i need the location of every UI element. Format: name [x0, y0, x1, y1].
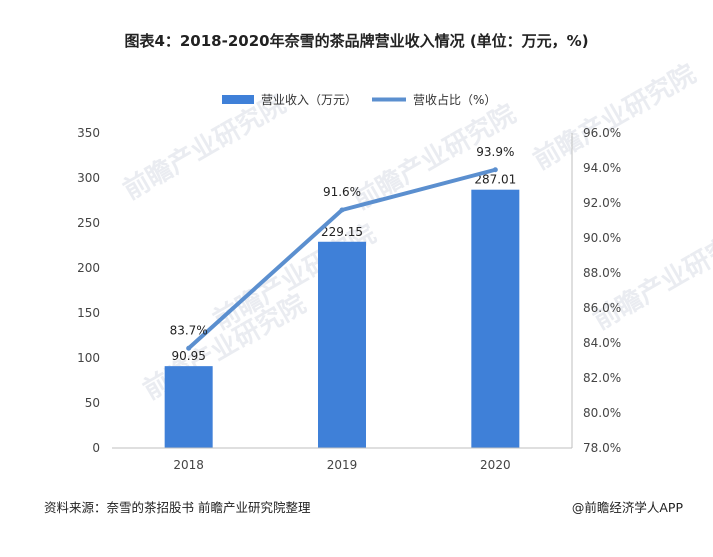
bar-2019 [318, 241, 366, 448]
bar-2018 [164, 366, 213, 448]
legend-label-line: 营收占比（%） [413, 92, 496, 107]
bar-value-label: 90.95 [171, 349, 205, 363]
right-tick-label: 84.0% [583, 336, 621, 350]
right-tick-label: 88.0% [583, 266, 621, 280]
right-tick-label: 90.0% [583, 231, 621, 245]
bar-value-label: 229.15 [321, 225, 363, 239]
left-tick-label: 250 [77, 216, 100, 230]
left-tick-label: 50 [85, 396, 100, 410]
chart-title: 图表4：2018-2020年奈雪的茶品牌营业收入情况 (单位：万元，%) [124, 32, 589, 50]
brand-note: @前瞻经济学人APP [571, 500, 683, 515]
right-tick-label: 80.0% [583, 406, 621, 420]
line-value-label: 83.7% [170, 323, 208, 337]
line-value-label: 93.9% [476, 145, 514, 159]
left-tick-label: 150 [77, 306, 100, 320]
line-value-label: 91.6% [323, 185, 361, 199]
legend-label-bar: 营业收入（万元） [261, 93, 357, 107]
left-tick-label: 350 [77, 126, 100, 140]
x-tick-label: 2018 [173, 458, 204, 472]
right-tick-label: 78.0% [583, 441, 621, 455]
watermark-2: 前瞻产业研究院 [528, 58, 701, 176]
right-tick-label: 82.0% [583, 371, 621, 385]
left-tick-label: 100 [77, 351, 100, 365]
bar-value-label: 287.01 [474, 173, 516, 187]
x-tick-label: 2020 [480, 458, 511, 472]
left-tick-label: 0 [92, 441, 100, 455]
line-point-2019 [339, 207, 345, 213]
right-tick-label: 86.0% [583, 301, 621, 315]
right-tick-label: 92.0% [583, 196, 621, 210]
line-point-2020 [492, 167, 498, 173]
left-tick-label: 300 [77, 171, 100, 185]
line-point-2018 [186, 345, 192, 351]
right-tick-label: 96.0% [583, 126, 621, 140]
bar-2020 [471, 189, 520, 449]
right-tick-label: 94.0% [583, 161, 621, 175]
source-note: 资料来源：奈雪的茶招股书 前瞻产业研究院整理 [44, 500, 311, 515]
legend-swatch-bar [222, 95, 254, 104]
left-tick-label: 200 [77, 261, 100, 275]
x-tick-label: 2019 [327, 458, 358, 472]
